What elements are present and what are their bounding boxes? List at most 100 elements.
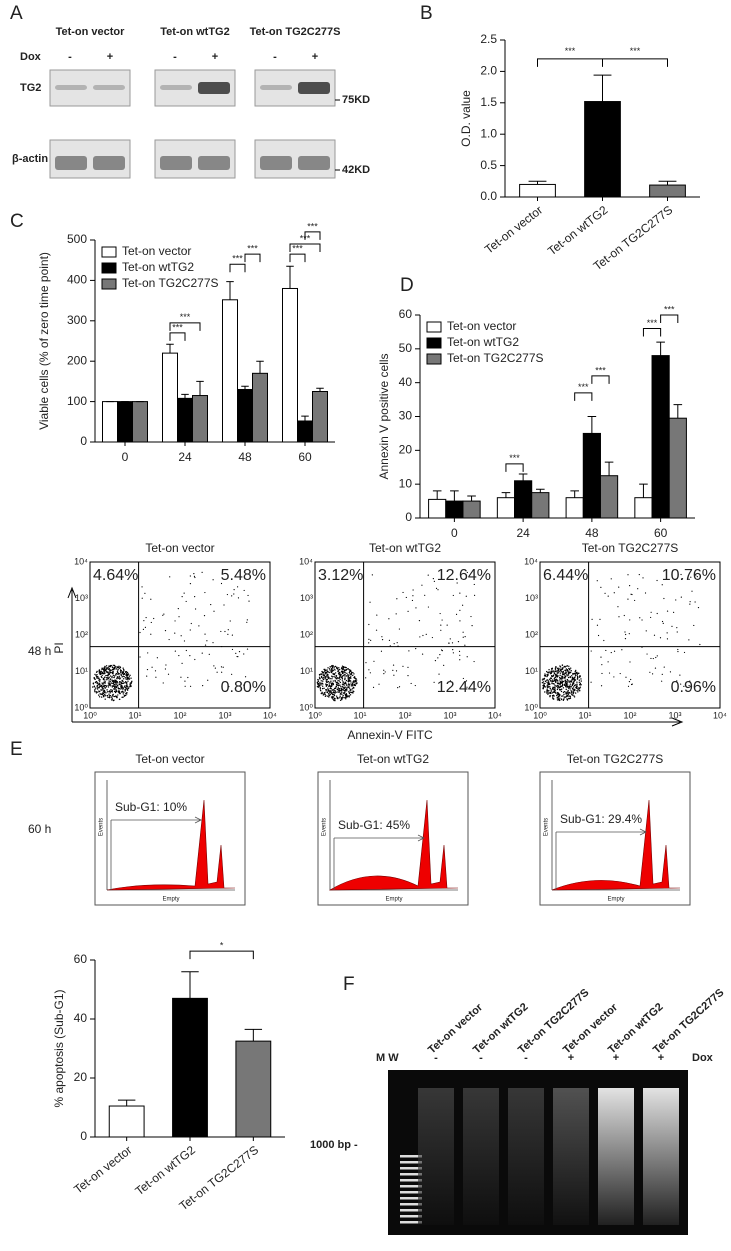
dot <box>125 688 127 690</box>
dot <box>676 680 678 682</box>
dot <box>344 695 347 697</box>
dot <box>618 616 620 618</box>
dot <box>338 687 341 690</box>
dot <box>341 691 343 693</box>
bar <box>297 420 313 443</box>
dot <box>112 674 115 677</box>
axis-label: Events <box>322 818 328 836</box>
dot <box>466 571 468 574</box>
dot <box>608 672 611 674</box>
dot <box>326 669 328 671</box>
dot <box>579 675 581 677</box>
axis-arrow <box>67 586 684 727</box>
dox-sign: + <box>312 51 318 63</box>
dot <box>102 691 105 693</box>
significance-label: *** <box>247 244 258 254</box>
dot <box>560 682 563 684</box>
gel-lane <box>643 1088 679 1225</box>
dot <box>95 674 97 677</box>
bar <box>599 475 619 519</box>
legend-swatch <box>101 262 117 274</box>
dot <box>97 684 99 686</box>
dot <box>104 684 107 687</box>
error-bar <box>501 492 511 498</box>
dot <box>326 683 328 686</box>
dot <box>129 682 131 684</box>
dox-sign: + <box>107 51 113 63</box>
dot <box>165 664 167 666</box>
y-tick-label: 10 <box>399 476 413 490</box>
dot <box>561 664 564 666</box>
dot <box>559 672 562 674</box>
dot <box>334 679 336 682</box>
dot <box>613 650 616 652</box>
dot <box>397 686 399 689</box>
y-tick-label: 10³ <box>75 593 88 603</box>
dot <box>111 697 113 700</box>
blot-band <box>160 85 192 90</box>
dot <box>571 676 574 679</box>
dot <box>95 681 98 683</box>
dot <box>543 685 545 687</box>
dot <box>544 680 547 682</box>
dot <box>110 682 113 684</box>
dot <box>327 690 330 692</box>
dot <box>204 644 207 646</box>
dot <box>337 669 339 671</box>
dot <box>561 671 563 673</box>
gel-lane <box>508 1088 544 1225</box>
dot <box>327 675 329 677</box>
dot <box>329 669 331 671</box>
bar <box>117 401 133 443</box>
dot <box>324 668 326 671</box>
bar <box>565 497 584 519</box>
dot <box>337 685 340 687</box>
dot <box>544 682 546 685</box>
significance-label: *** <box>180 312 191 322</box>
dot <box>338 691 340 693</box>
dot <box>427 574 429 576</box>
dot <box>405 596 407 599</box>
dot <box>349 691 352 693</box>
error-bar <box>226 281 234 300</box>
dot <box>412 595 414 597</box>
dot <box>189 583 192 585</box>
dot <box>96 677 98 680</box>
x-tick-label: 10⁴ <box>713 710 727 720</box>
gel-lane <box>418 1088 454 1225</box>
dot <box>546 675 548 678</box>
dot <box>347 685 349 687</box>
dot <box>566 698 568 700</box>
dot <box>168 638 170 641</box>
dot <box>650 616 652 619</box>
dot <box>317 680 320 683</box>
dot <box>345 684 348 686</box>
dot <box>341 679 344 681</box>
dot <box>124 690 127 692</box>
dot <box>559 680 561 683</box>
dot <box>600 656 602 658</box>
dot <box>341 685 344 688</box>
dot <box>349 683 351 686</box>
dot <box>167 673 170 675</box>
dot <box>619 672 621 675</box>
dot <box>628 633 630 635</box>
dot <box>340 697 342 699</box>
dot <box>220 582 223 585</box>
dot <box>568 680 570 682</box>
dot <box>119 670 122 672</box>
dot <box>571 688 574 690</box>
dot <box>118 673 121 675</box>
dot <box>630 678 632 681</box>
dot <box>189 685 192 687</box>
dot <box>320 684 322 686</box>
dot <box>350 677 352 680</box>
error-bar <box>117 1099 136 1107</box>
plot-title: Tet-on vector <box>135 752 204 766</box>
dot <box>125 680 127 683</box>
dot <box>329 685 332 687</box>
dot <box>555 678 557 681</box>
dot <box>341 665 344 667</box>
dot <box>345 688 347 691</box>
dot <box>572 693 574 695</box>
